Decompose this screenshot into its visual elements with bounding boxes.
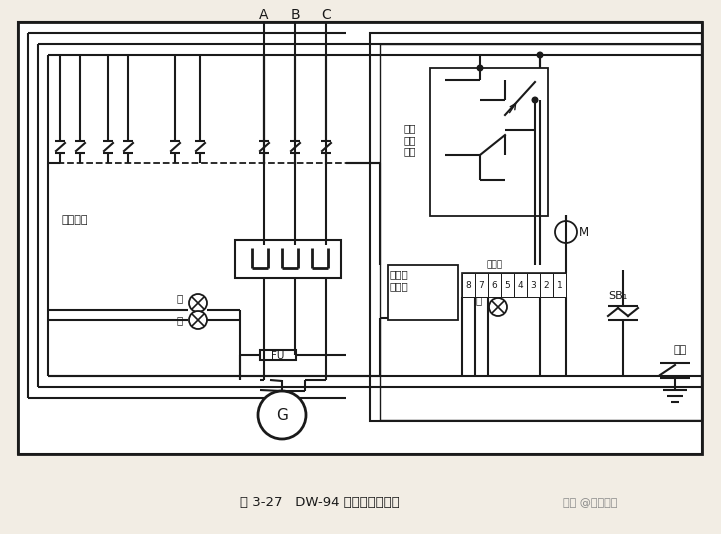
Text: 图 3-27   DW-94 电动合闸原理图: 图 3-27 DW-94 电动合闸原理图 xyxy=(240,497,400,509)
Circle shape xyxy=(555,221,577,243)
Circle shape xyxy=(537,52,543,58)
Circle shape xyxy=(489,298,507,316)
Text: SB₁: SB₁ xyxy=(609,291,627,301)
Text: C: C xyxy=(321,8,331,22)
Text: 黄: 黄 xyxy=(476,295,482,305)
Text: A: A xyxy=(260,8,269,22)
Text: B: B xyxy=(290,8,300,22)
Text: 接线板: 接线板 xyxy=(487,261,503,270)
Circle shape xyxy=(258,391,306,439)
Text: M: M xyxy=(579,225,589,239)
Text: 分断: 分断 xyxy=(673,345,686,355)
Text: 4: 4 xyxy=(518,280,523,289)
Text: 红: 红 xyxy=(177,315,183,325)
Text: 2: 2 xyxy=(544,280,549,289)
Text: FU: FU xyxy=(271,351,285,361)
Text: 1: 1 xyxy=(557,280,562,289)
Text: 辅助触头: 辅助触头 xyxy=(62,215,88,225)
Bar xyxy=(18,22,702,454)
Text: 3: 3 xyxy=(531,280,536,289)
Text: 5: 5 xyxy=(505,280,510,289)
Bar xyxy=(462,273,566,297)
Bar xyxy=(380,44,702,420)
Bar xyxy=(540,273,553,297)
Bar xyxy=(501,273,514,297)
Circle shape xyxy=(189,294,207,312)
Text: 7: 7 xyxy=(479,280,485,289)
Bar xyxy=(514,273,527,297)
Circle shape xyxy=(477,65,483,71)
Bar xyxy=(370,33,702,421)
Bar xyxy=(488,273,501,297)
Bar xyxy=(260,350,296,360)
Text: 失压脱
扣线圈: 失压脱 扣线圈 xyxy=(390,269,409,291)
Bar xyxy=(527,273,540,297)
Text: 储能
开关
触头: 储能 开关 触头 xyxy=(403,123,415,156)
Circle shape xyxy=(532,97,538,103)
Bar xyxy=(18,22,702,454)
Text: 绿: 绿 xyxy=(177,293,183,303)
Circle shape xyxy=(189,311,207,329)
Bar xyxy=(235,240,341,278)
Text: G: G xyxy=(276,407,288,422)
Bar xyxy=(388,265,458,320)
Text: 知乎 @浪迹天涯: 知乎 @浪迹天涯 xyxy=(563,498,617,508)
Bar xyxy=(475,273,488,297)
Text: 8: 8 xyxy=(466,280,472,289)
Text: 6: 6 xyxy=(492,280,497,289)
Bar xyxy=(553,273,566,297)
Bar xyxy=(430,68,548,216)
Bar xyxy=(462,273,475,297)
